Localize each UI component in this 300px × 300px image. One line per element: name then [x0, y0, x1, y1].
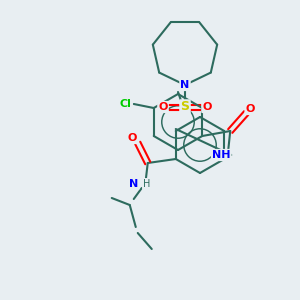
Text: O: O [158, 102, 168, 112]
Text: O: O [246, 104, 255, 114]
Text: H: H [143, 179, 150, 189]
Text: O: O [202, 102, 212, 112]
Text: NH: NH [212, 150, 230, 160]
Text: N: N [129, 179, 138, 189]
Text: O: O [127, 133, 136, 143]
Text: N: N [180, 80, 190, 90]
Text: Cl: Cl [120, 99, 132, 109]
Text: S: S [181, 100, 190, 113]
